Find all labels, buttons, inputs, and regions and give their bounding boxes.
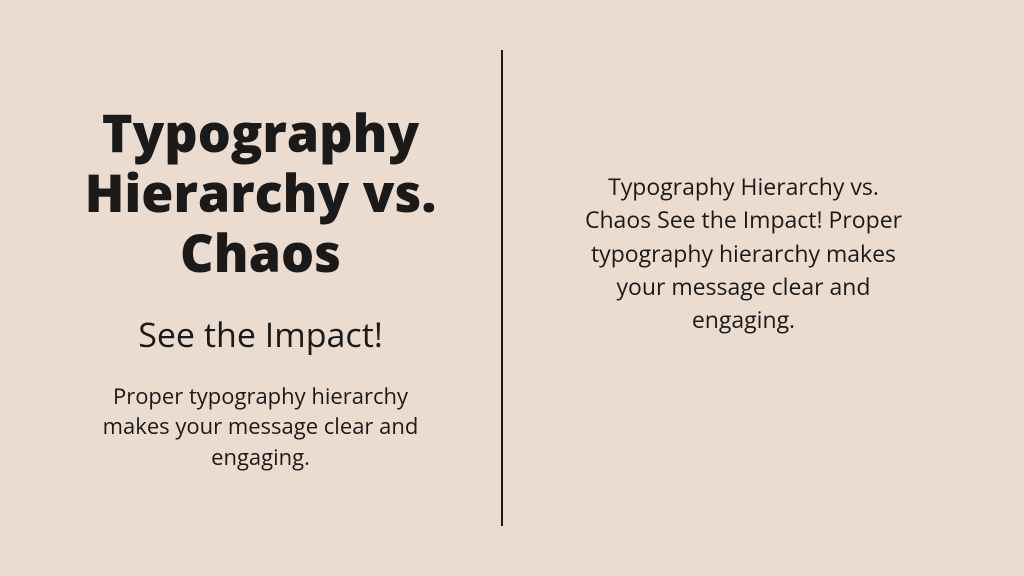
infographic-container: Typography Hierarchy vs. Chaos See the I… <box>0 0 1024 576</box>
hierarchy-panel: Typography Hierarchy vs. Chaos See the I… <box>0 0 501 576</box>
body-text: Proper typography hierarchy makes your m… <box>80 381 441 473</box>
flat-text: Typography Hierarchy vs. Chaos See the I… <box>584 170 904 337</box>
chaos-panel: Typography Hierarchy vs. Chaos See the I… <box>503 0 1024 576</box>
sub-heading: See the Impact! <box>138 311 383 357</box>
main-heading: Typography Hierarchy vs. Chaos <box>80 103 441 282</box>
